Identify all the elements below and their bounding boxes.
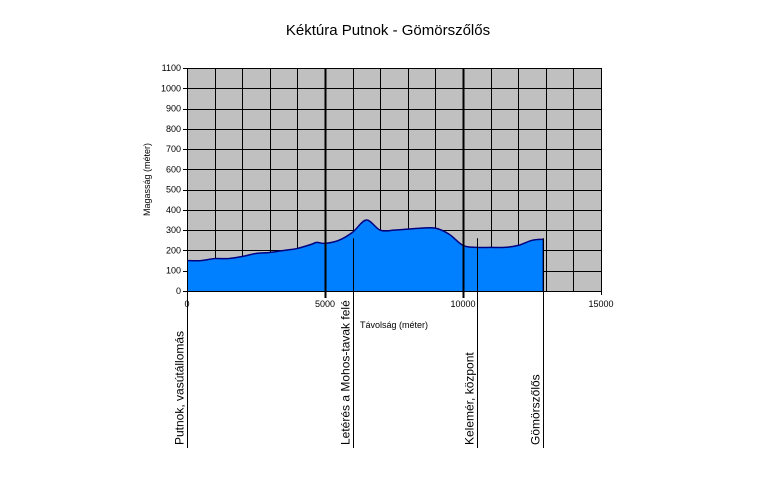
y-tick-label: 1100 <box>162 63 181 73</box>
y-tick-label: 1000 <box>161 83 181 93</box>
x-axis-label: Távolság (méter) <box>360 320 428 330</box>
plot-border <box>187 68 602 292</box>
distance-markers <box>324 68 465 298</box>
location-label: Letérés a Mohos-tavak felé <box>339 300 353 445</box>
chart-title: Kéktúra Putnok - Gömörszőlős <box>286 22 490 39</box>
y-axis-label: Magasság (méter) <box>142 143 152 216</box>
y-tick-label: 900 <box>166 104 181 114</box>
y-tick-label: 0 <box>176 286 181 296</box>
y-tick-label: 600 <box>166 164 181 174</box>
y-tick-label: 300 <box>166 225 181 235</box>
elevation-area <box>187 220 544 291</box>
location-labels: Putnok, vasútállomás Letérés a Mohos-tava… <box>173 238 544 448</box>
x-tick-label: 10000 <box>450 299 475 309</box>
y-axis-ticks: 0 100 200 300 400 500 600 700 800 900 1000 1100 <box>161 63 187 296</box>
elevation-line <box>186 219 544 262</box>
x-tick-label: 5000 <box>315 299 335 309</box>
x-tick-label: 15000 <box>588 299 613 309</box>
y-tick-label: 700 <box>166 144 181 154</box>
location-label: Putnok, vasútállomás <box>173 331 187 445</box>
location-label: Gömörszőlős <box>529 374 543 445</box>
y-tick-label: 100 <box>166 266 181 276</box>
y-tick-label: 800 <box>166 124 181 134</box>
location-label: Kelemér, központ <box>463 352 477 445</box>
y-tick-label: 500 <box>166 185 181 195</box>
y-tick-label: 200 <box>166 245 181 255</box>
y-tick-label: 400 <box>166 205 181 215</box>
